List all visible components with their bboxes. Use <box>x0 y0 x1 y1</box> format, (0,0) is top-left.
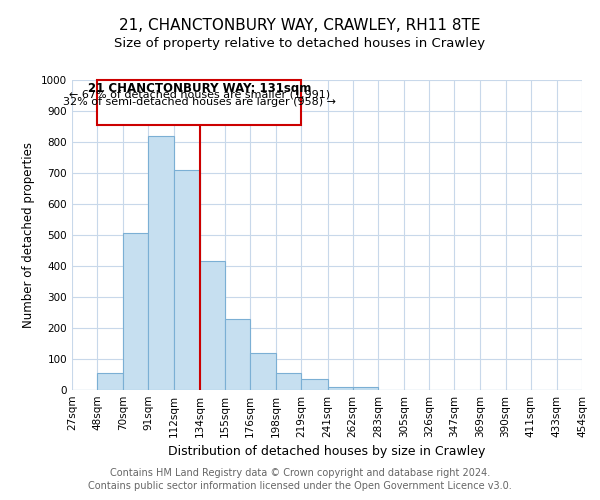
Bar <box>301 379 328 390</box>
Bar <box>148 136 173 390</box>
Bar <box>353 387 378 390</box>
Text: 21 CHANCTONBURY WAY: 131sqm: 21 CHANCTONBURY WAY: 131sqm <box>88 82 311 94</box>
Bar <box>97 373 124 390</box>
Bar <box>200 262 225 390</box>
Text: Contains public sector information licensed under the Open Government Licence v3: Contains public sector information licen… <box>88 481 512 491</box>
Text: Size of property relative to detached houses in Crawley: Size of property relative to detached ho… <box>115 38 485 51</box>
FancyBboxPatch shape <box>97 80 301 125</box>
Y-axis label: Number of detached properties: Number of detached properties <box>22 142 35 328</box>
Bar <box>328 387 353 390</box>
Bar <box>276 373 301 390</box>
Bar <box>124 234 148 390</box>
Text: Contains HM Land Registry data © Crown copyright and database right 2024.: Contains HM Land Registry data © Crown c… <box>110 468 490 477</box>
X-axis label: Distribution of detached houses by size in Crawley: Distribution of detached houses by size … <box>169 446 485 458</box>
Bar <box>173 170 200 390</box>
Text: 21, CHANCTONBURY WAY, CRAWLEY, RH11 8TE: 21, CHANCTONBURY WAY, CRAWLEY, RH11 8TE <box>119 18 481 32</box>
Bar <box>225 318 250 390</box>
Text: 32% of semi-detached houses are larger (958) →: 32% of semi-detached houses are larger (… <box>63 97 336 107</box>
Text: ← 67% of detached houses are smaller (1,991): ← 67% of detached houses are smaller (1,… <box>68 90 330 100</box>
Bar <box>250 354 276 390</box>
